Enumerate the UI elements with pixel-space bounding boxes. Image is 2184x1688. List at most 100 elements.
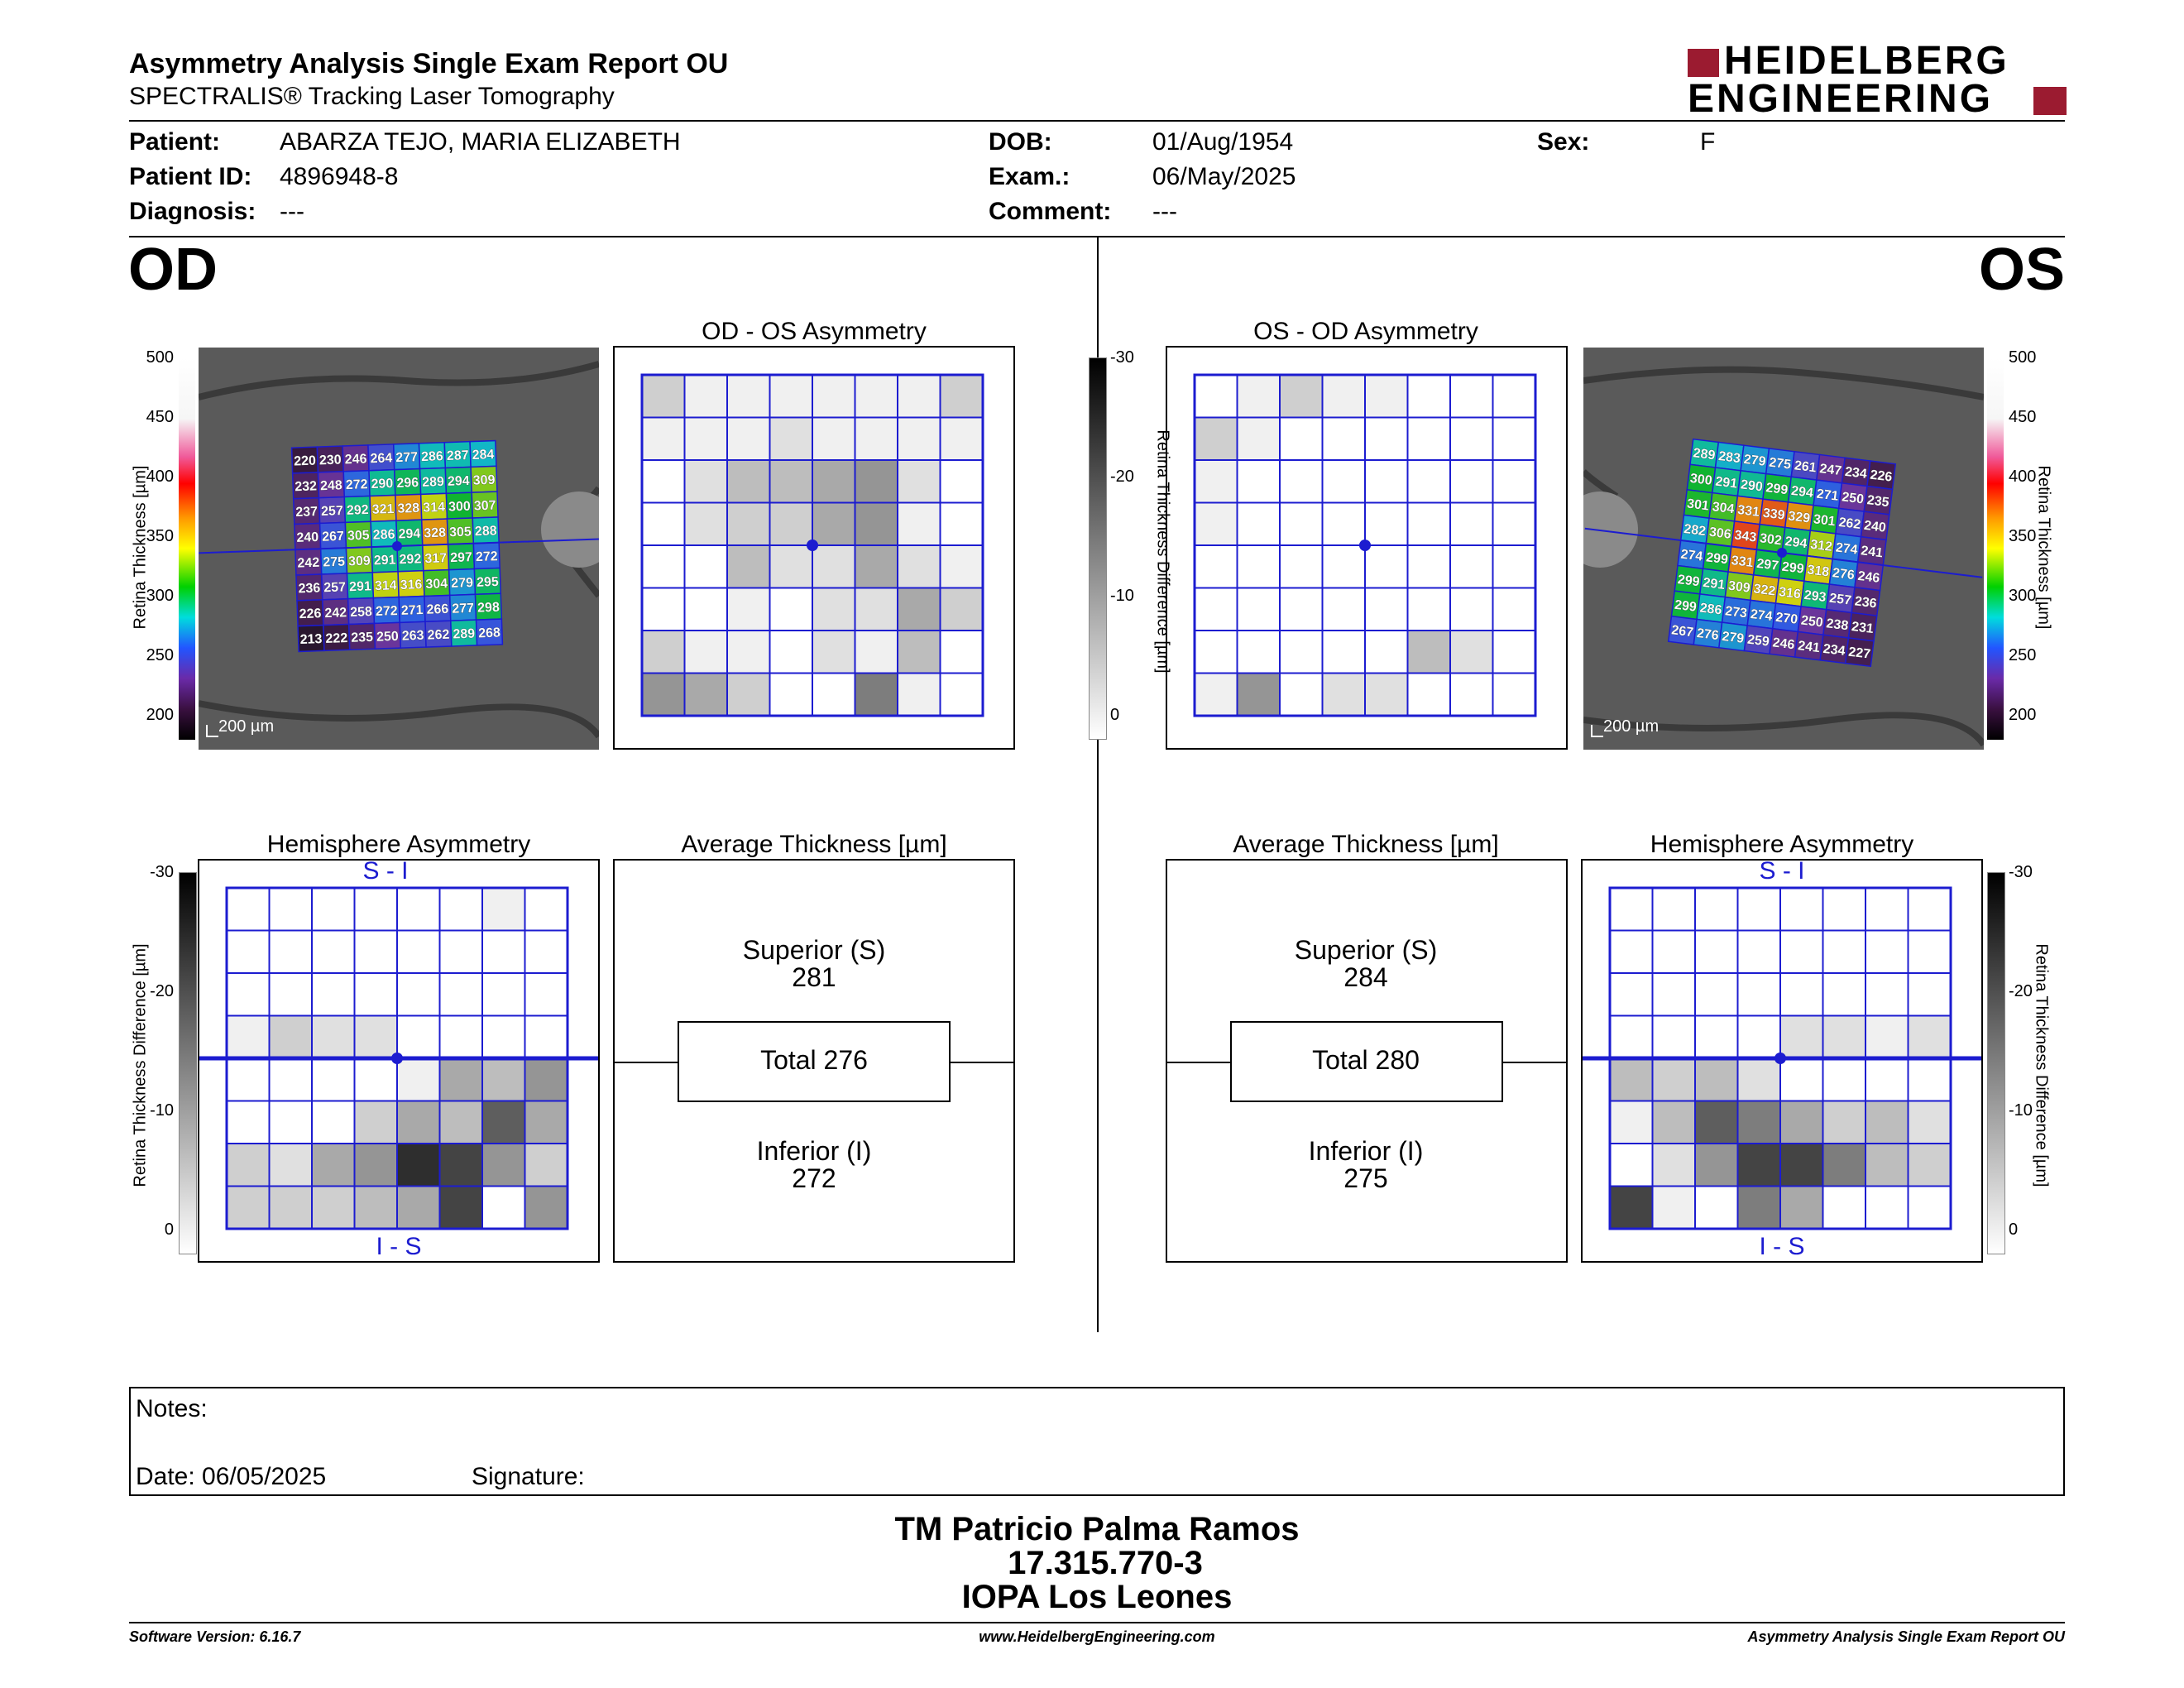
od-asym-cell — [812, 416, 856, 461]
os-hemi-cell — [1865, 1185, 1909, 1230]
os-hemi-cell — [1651, 972, 1696, 1017]
od-asym-cell — [683, 459, 728, 504]
od-asym-cell — [812, 630, 856, 674]
od-thickness-value: 304 — [425, 577, 448, 592]
od-asym-cell — [641, 587, 686, 631]
od-thickness-value: 290 — [371, 477, 393, 492]
od-asym-cell — [769, 374, 813, 419]
od-hemi-cell — [396, 1185, 441, 1230]
os-asym-cell — [1406, 459, 1451, 504]
os-hemi-cell — [1779, 972, 1824, 1017]
os-hemi-cell — [1736, 1100, 1781, 1144]
os-hemi-cell — [1694, 972, 1739, 1017]
os-hemi-cell — [1779, 1014, 1824, 1059]
os-asym-cell — [1279, 630, 1324, 674]
os-thickness-value: 250 — [1800, 613, 1824, 630]
comment-value: --- — [1152, 198, 1177, 225]
od-thickness-value: 257 — [323, 580, 346, 595]
os-thickness-value: 312 — [1809, 538, 1833, 554]
os-hemi-cell — [1736, 929, 1781, 974]
od-thickness-tick: 200 — [146, 706, 174, 724]
os-thickness-value: 331 — [1731, 554, 1755, 570]
os-hemi-bottom-label: I - S — [1759, 1233, 1805, 1260]
os-asym-cell — [1449, 630, 1494, 674]
os-asym-cell — [1321, 374, 1366, 419]
od-thickness-value: 295 — [477, 575, 499, 590]
od-asym-cell — [854, 459, 898, 504]
od-hemi-cell — [396, 929, 441, 974]
os-thickness-map: 289 283 279 275 261 247 234 226 300 291 290 299 294 2… — [1583, 348, 1984, 750]
od-thickness-value: 230 — [319, 453, 342, 468]
od-thickness-value: 316 — [400, 578, 422, 592]
od-asym-cell — [939, 459, 984, 504]
os-hemi-cell — [1736, 1057, 1781, 1102]
os-asym-cell — [1236, 501, 1281, 546]
od-scale-label: 200 µm — [218, 717, 274, 736]
od-asym-cell — [726, 544, 771, 589]
od-hemi-cell — [396, 1100, 441, 1144]
od-asym-cell — [769, 459, 813, 504]
os-thickness-tick: 500 — [2009, 348, 2037, 367]
od-asym-cell — [769, 672, 813, 717]
os-asym-cell — [1236, 630, 1281, 674]
od-thickness-value: 314 — [423, 501, 445, 516]
os-hemi-cell — [1651, 1100, 1696, 1144]
os-hemi-cell — [1736, 1014, 1781, 1059]
sex-label: Sex: — [1537, 128, 1590, 156]
od-thickness-value: 328 — [397, 501, 419, 516]
signature-label: Signature: — [472, 1463, 585, 1490]
od-asym-cell — [939, 544, 984, 589]
od-hemi-cell — [481, 887, 526, 932]
os-asym-cell — [1321, 672, 1366, 717]
od-hemi-tick: 0 — [164, 1220, 174, 1239]
os-thickness-value: 294 — [1784, 535, 1808, 551]
website-link[interactable]: www.HeidelbergEngineering.com — [979, 1628, 1215, 1645]
os-asym-cell — [1364, 630, 1409, 674]
od-hemi-cell — [268, 1143, 313, 1187]
os-thickness-value: 274 — [1835, 541, 1859, 558]
od-asym-cell — [854, 501, 898, 546]
os-thickness-value: 339 — [1762, 506, 1786, 523]
os-thickness-colorbar — [1987, 357, 2004, 740]
os-thickness-value: 299 — [1674, 598, 1698, 615]
od-asym-cell — [726, 416, 771, 461]
od-thickness-value: 268 — [478, 626, 500, 641]
os-hemi-cell — [1651, 1143, 1696, 1187]
diagnosis-label: Diagnosis: — [129, 198, 256, 225]
os-asym-cell — [1449, 501, 1494, 546]
os-scale-bar — [1591, 725, 1603, 737]
od-hemi-tick: -10 — [150, 1101, 174, 1120]
od-asym-cell — [854, 374, 898, 419]
os-asym-cell — [1406, 672, 1451, 717]
os-thickness-value: 227 — [1847, 645, 1871, 662]
od-hemi-cell — [524, 887, 568, 932]
od-vessel-0 — [199, 361, 599, 400]
od-asym-cell — [683, 630, 728, 674]
date-label: Date: 06/05/2025 — [136, 1463, 327, 1490]
os-asym-cell — [1236, 587, 1281, 631]
od-thickness-value: 321 — [371, 502, 394, 517]
od-thickness-value: 226 — [299, 607, 321, 621]
os-asym-cell — [1194, 459, 1238, 504]
od-hemi-cell — [481, 1100, 526, 1144]
od-thickness-value: 242 — [324, 606, 347, 621]
exam-label: Exam.: — [989, 163, 1070, 190]
diff-ticks-top: -30 -20 -10 0 — [1110, 348, 1143, 738]
os-hemi-cell — [1736, 1143, 1781, 1187]
os-hemi-cell — [1609, 1143, 1654, 1187]
os-thickness-value: 276 — [1696, 626, 1720, 643]
os-hemi-cell — [1694, 887, 1739, 932]
od-hemi-cell — [481, 1014, 526, 1059]
od-hemi-cell — [226, 1185, 271, 1230]
os-asym-cell — [1492, 630, 1536, 674]
od-hemi-cell — [311, 1014, 356, 1059]
os-superior-value: 284 — [1343, 962, 1388, 992]
od-asym-cell — [897, 587, 941, 631]
os-hemi-cell — [1779, 1143, 1824, 1187]
od-thickness-value: 291 — [349, 579, 371, 594]
od-thickness-value: 289 — [453, 627, 475, 642]
od-asym-cell — [726, 459, 771, 504]
os-thickness-value: 273 — [1724, 604, 1748, 621]
os-thickness-value: 291 — [1714, 475, 1738, 492]
